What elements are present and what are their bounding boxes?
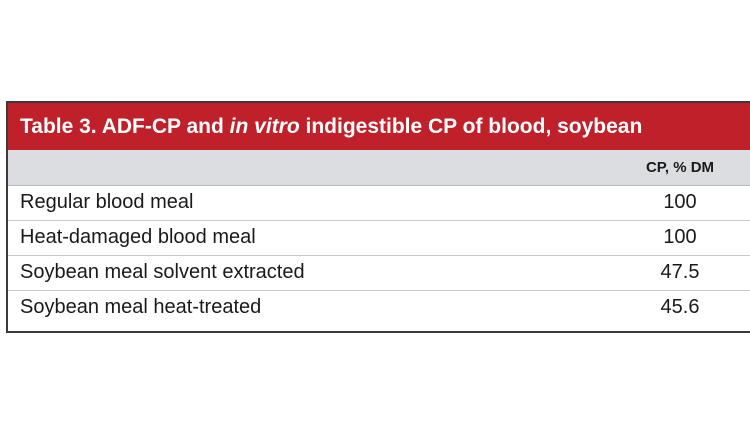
row-value: 100 bbox=[663, 191, 697, 213]
table-header-row: CP, % DM bbox=[8, 150, 750, 186]
row-value: 47.5 bbox=[660, 261, 700, 283]
table-row: Heat-damaged blood meal 100 bbox=[8, 220, 750, 256]
row-label: Soybean meal heat-treated bbox=[20, 296, 262, 318]
row-value: 100 bbox=[663, 226, 697, 248]
column-header-cp: CP, % DM bbox=[645, 159, 715, 176]
table-row: Regular blood meal 100 bbox=[8, 185, 750, 221]
table-row: Soybean meal solvent extracted 47.5 bbox=[8, 255, 750, 291]
row-value: 45.6 bbox=[660, 296, 700, 318]
table-title-italic: in vitro bbox=[229, 115, 300, 138]
row-label: Heat-damaged blood meal bbox=[20, 226, 256, 248]
table-row: Soybean meal heat-treated 45.6 bbox=[8, 290, 750, 325]
table-title: Table 3. ADF-CP and in vitro indigestibl… bbox=[8, 103, 750, 150]
data-table: Table 3. ADF-CP and in vitro indigestibl… bbox=[6, 101, 750, 333]
table-title-prefix: Table 3. ADF-CP and bbox=[20, 115, 230, 138]
row-label: Regular blood meal bbox=[20, 191, 194, 213]
row-label: Soybean meal solvent extracted bbox=[20, 261, 305, 283]
table-title-suffix: indigestible CP of blood, soybean bbox=[299, 115, 643, 138]
